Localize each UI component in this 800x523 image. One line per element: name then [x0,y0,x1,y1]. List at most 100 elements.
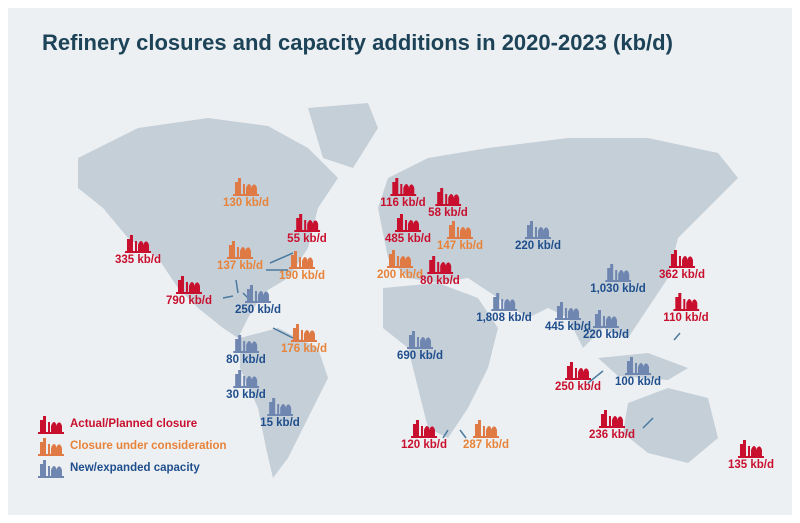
refinery-marker: 445 kb/d [545,300,591,333]
arrow [222,295,234,299]
capacity-label: 220 kb/d [514,240,562,252]
refinery-icon [473,420,499,438]
capacity-label: 1,808 kb/d [476,312,532,324]
refinery-marker: 690 kb/d [397,329,443,362]
refinery-icon [389,178,416,196]
capacity-label: 1,030 kb/d [590,283,646,295]
refinery-icon [291,324,317,342]
refinery-icon [289,251,315,269]
refinery-marker: 80 kb/d [226,333,266,366]
capacity-label: 690 kb/d [396,350,444,362]
capacity-label: 116 kb/d [380,197,426,209]
refinery-marker: 335 kb/d [115,233,161,266]
arrow [235,279,239,294]
refinery-icon [387,250,413,268]
arrow [442,429,449,439]
africa [383,283,498,438]
refinery-marker: 116 kb/d [380,176,426,209]
refinery-marker: 55 kb/d [287,212,327,245]
refinery-marker: 15 kb/d [260,396,300,429]
refinery-icon [176,276,202,294]
refinery-icon [293,214,320,232]
arrow [673,332,681,341]
refinery-marker: 110 kb/d [663,291,709,324]
refinery-icon [555,302,581,320]
capacity-label: 30 kb/d [226,389,266,401]
arrow [272,327,294,339]
capacity-label: 110 kb/d [663,312,709,324]
capacity-label: 790 kb/d [165,295,213,307]
capacity-label: 130 kb/d [222,197,270,209]
refinery-icon [738,440,764,458]
capacity-label: 362 kb/d [658,269,706,281]
arrows [222,252,681,439]
refinery-marker: 190 kb/d [279,249,325,282]
refinery-icon [491,293,517,311]
capacity-label: 220 kb/d [582,329,630,341]
refinery-icon [266,398,293,416]
refinery-icon [605,264,631,282]
arrow [587,370,604,384]
capacity-label: 250 kb/d [234,304,282,316]
page-title: Refinery closures and capacity additions… [42,30,673,55]
refinery-marker: 287 kb/d [463,418,509,451]
refinery-marker: 236 kb/d [589,408,635,441]
capacity-label: 58 kb/d [428,207,468,219]
refinery-icon-blue [38,460,64,478]
refinery-marker: 135 kb/d [728,438,774,471]
refinery-marker: 176 kb/d [281,322,327,355]
refinery-marker: 58 kb/d [428,186,468,219]
legend-closure: Actual/Planned closure [38,413,227,435]
capacity-label: 335 kb/d [114,254,162,266]
refinery-icon [625,357,651,375]
south-america [240,328,328,478]
refinery-marker: 30 kb/d [226,368,266,401]
capacity-label: 250 kb/d [554,381,602,393]
refinery-marker: 250 kb/d [235,283,281,316]
refinery-icon [599,410,625,428]
refinery-marker: 200 kb/d [377,248,423,281]
capacity-label: 200 kb/d [376,269,424,281]
capacity-label: 287 kb/d [462,439,510,451]
refinery-marker: 1,808 kb/d [476,291,532,324]
refinery-icon-orange [38,438,64,456]
refinery-marker: 220 kb/d [583,308,629,341]
north-america [78,118,338,338]
australia [623,388,718,463]
refinery-icon [232,370,259,388]
capacity-label: 137 kb/d [216,260,264,272]
greenland [308,103,378,168]
capacity-label: 100 kb/d [614,376,662,388]
refinery-icon [395,214,421,232]
arrow [269,252,294,264]
refinery-icon [525,221,551,239]
refinery-marker: 790 kb/d [166,274,212,307]
refinery-icon [447,221,473,239]
refinery-marker: 220 kb/d [515,219,561,252]
refinery-marker: 250 kb/d [555,360,601,393]
refinery-icon [227,241,253,259]
refinery-marker: 362 kb/d [659,248,705,281]
arrow [642,417,654,429]
capacity-label: 135 kb/d [727,459,775,471]
refinery-icon [232,335,259,353]
capacity-label: 485 kb/d [384,233,432,245]
capacity-label: 55 kb/d [287,233,327,245]
capacity-label: 80 kb/d [226,354,266,366]
refinery-icon [426,256,453,274]
refinery-icon [407,331,433,349]
refinery-marker: 137 kb/d [217,239,263,272]
refinery-icon [125,235,151,253]
capacity-label: 80 kb/d [420,275,460,287]
capacity-label: 445 kb/d [544,321,592,333]
refinery-icon [593,310,619,328]
refinery-marker: 147 kb/d [437,219,483,252]
refinery-icon [672,293,699,311]
capacity-label: 147 kb/d [436,240,484,252]
refinery-icon [411,420,437,438]
legend: Actual/Planned closure Closure under con… [38,413,227,479]
refinery-marker: 120 kb/d [401,418,447,451]
legend-consideration: Closure under consideration [38,435,227,457]
refinery-marker: 100 kb/d [615,355,661,388]
